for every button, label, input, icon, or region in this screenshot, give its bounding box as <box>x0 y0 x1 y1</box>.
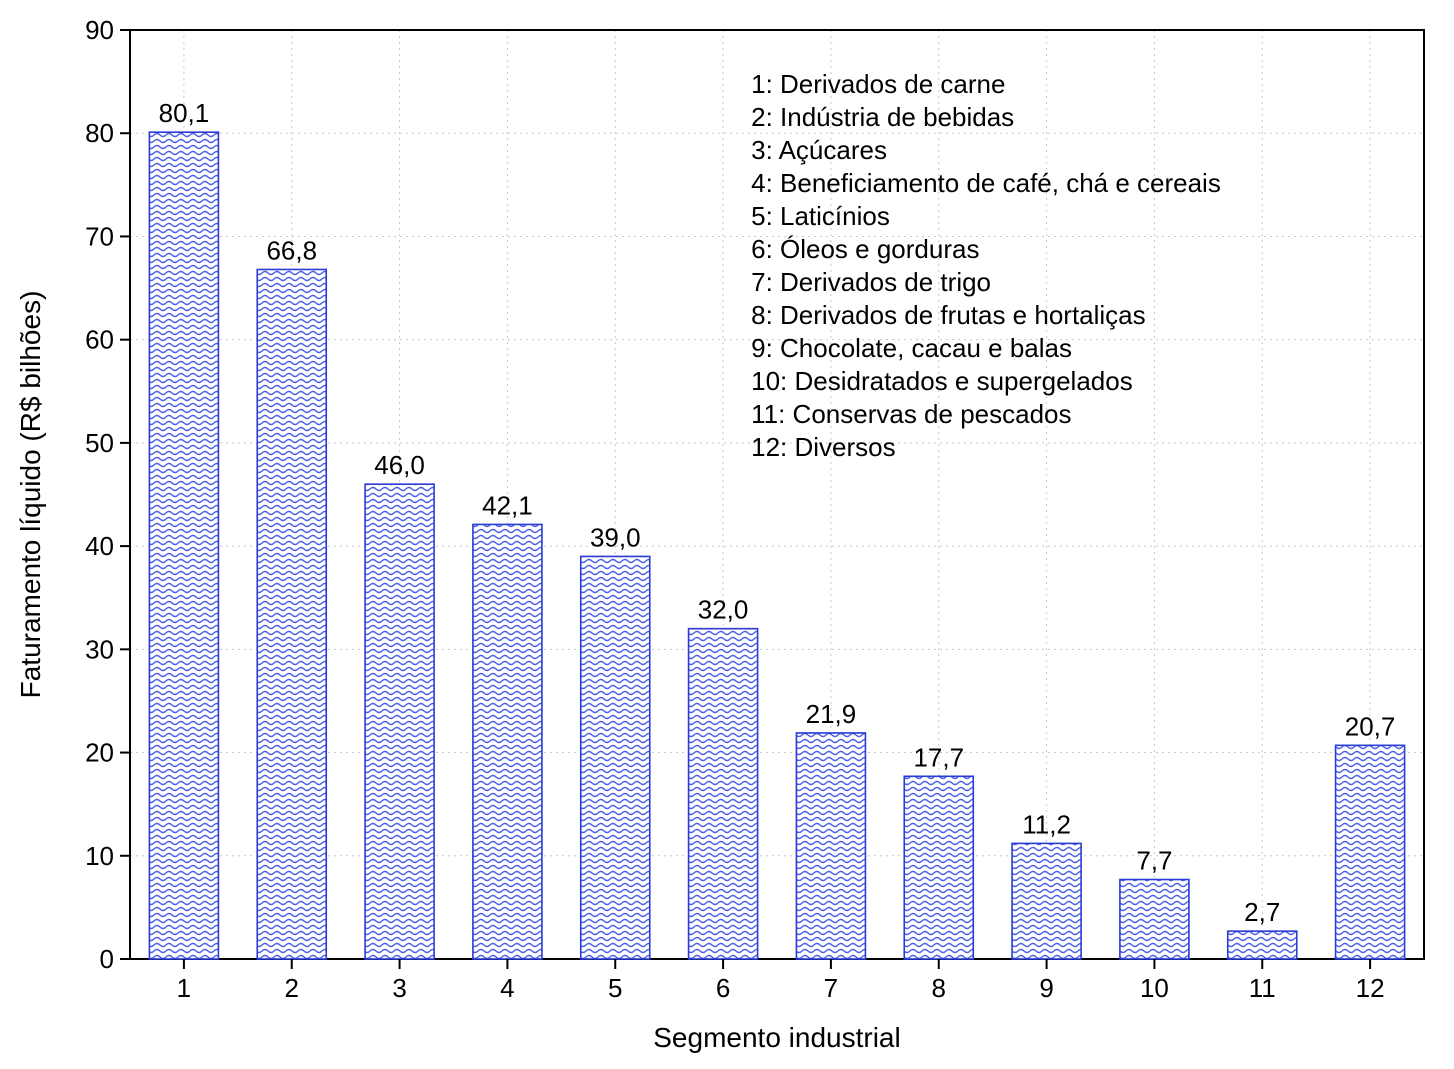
x-tick-label: 11 <box>1249 973 1276 1003</box>
legend-item: 10: Desidratados e supergelados <box>751 366 1133 396</box>
y-tick-label: 80 <box>85 118 114 148</box>
y-tick-label: 0 <box>100 944 114 974</box>
bar-value-label: 46,0 <box>374 450 425 480</box>
legend-item: 1: Derivados de carne <box>751 69 1005 99</box>
y-axis-label: Faturamento líquido (R$ bilhões) <box>15 291 46 699</box>
bar-value-label: 11,2 <box>1022 809 1071 839</box>
x-tick-label: 12 <box>1356 973 1385 1003</box>
x-tick-label: 3 <box>392 973 406 1003</box>
legend-item: 7: Derivados de trigo <box>751 267 991 297</box>
x-tick-label: 9 <box>1039 973 1053 1003</box>
bar-value-label: 17,7 <box>913 742 964 772</box>
legend-item: 8: Derivados de frutas e hortaliças <box>751 300 1146 330</box>
x-tick-label: 6 <box>716 973 730 1003</box>
bar-chart-container: 0 10 20 30 40 50 60 70 80 90 80,1 1 66,8 2 46,0 3 42,1 4 3… <box>0 0 1454 1069</box>
bar-value-label: 2,7 <box>1244 897 1280 927</box>
bar: 20,7 <box>1336 711 1405 959</box>
y-tick-label: 20 <box>85 738 114 768</box>
legend-item: 6: Óleos e gorduras <box>751 234 979 264</box>
bar: 46,0 <box>365 450 434 959</box>
bar: 42,1 <box>473 490 542 959</box>
legend-item: 2: Indústria de bebidas <box>751 102 1014 132</box>
bar-chart-svg: 0 10 20 30 40 50 60 70 80 90 80,1 1 66,8 2 46,0 3 42,1 4 3… <box>0 0 1454 1069</box>
bar: 80,1 <box>149 98 218 959</box>
bar: 39,0 <box>581 522 650 959</box>
bar: 21,9 <box>796 699 865 959</box>
legend-item: 3: Açúcares <box>751 135 887 165</box>
x-tick-label: 8 <box>932 973 946 1003</box>
y-tick-label: 60 <box>85 325 114 355</box>
bar-value-label: 39,0 <box>590 522 641 552</box>
y-tick-label: 40 <box>85 531 114 561</box>
x-tick-label: 2 <box>285 973 299 1003</box>
bar: 32,0 <box>689 595 758 959</box>
bar-value-label: 32,0 <box>698 595 749 625</box>
x-axis-label: Segmento industrial <box>653 1022 900 1053</box>
bar-value-label: 7,7 <box>1136 846 1172 876</box>
bar-value-label: 42,1 <box>482 490 533 520</box>
bar-value-label: 20,7 <box>1345 711 1396 741</box>
x-tick-label: 5 <box>608 973 622 1003</box>
x-tick-label: 1 <box>177 973 191 1003</box>
legend-item: 5: Laticínios <box>751 201 890 231</box>
y-tick-label: 90 <box>85 15 114 45</box>
x-tick-label: 10 <box>1140 973 1169 1003</box>
bar: 11,2 <box>1012 809 1081 959</box>
x-tick-label: 4 <box>500 973 514 1003</box>
bar-value-label: 80,1 <box>159 98 210 128</box>
legend-item: 9: Chocolate, cacau e balas <box>751 333 1072 363</box>
y-tick-label: 70 <box>85 221 114 251</box>
legend-item: 12: Diversos <box>751 432 896 462</box>
bar-value-label: 66,8 <box>266 235 317 265</box>
bar-value-label: 21,9 <box>806 699 857 729</box>
legend-item: 4: Beneficiamento de café, chá e cereais <box>751 168 1221 198</box>
y-tick-label: 30 <box>85 634 114 664</box>
y-tick-label: 50 <box>85 428 114 458</box>
y-tick-label: 10 <box>85 841 114 871</box>
x-tick-label: 7 <box>824 973 838 1003</box>
legend-item: 11: Conservas de pescados <box>751 399 1071 429</box>
bar: 66,8 <box>257 235 326 959</box>
